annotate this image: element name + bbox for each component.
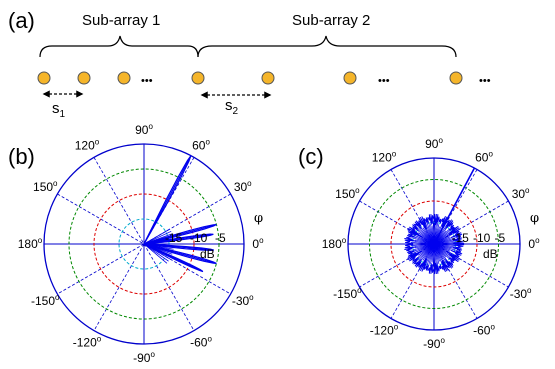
pattern-sidelobe xyxy=(143,243,171,260)
array-element xyxy=(117,71,131,85)
pattern-sidelobe xyxy=(143,243,172,258)
angle-label: 30o xyxy=(512,186,530,201)
pattern-lobe xyxy=(143,233,214,245)
pattern-sidelobe xyxy=(143,235,174,245)
ring-unit-label: dB xyxy=(200,247,215,261)
pattern-sidelobe xyxy=(143,233,173,245)
pattern-sidelobe xyxy=(143,228,171,245)
ring-unit-label: dB xyxy=(483,247,498,261)
polar-plot-b: 90o 60o 30o 0o -30o -60o -90o -120o -150o 180o 150… xyxy=(18,122,264,365)
pattern-lobe xyxy=(143,155,192,245)
ring-label: -10 xyxy=(190,231,208,245)
angle-label: 90o xyxy=(135,122,153,137)
subarray1-brace xyxy=(39,35,199,58)
angle-label: 150o xyxy=(33,179,58,194)
ring-label: -15 xyxy=(452,231,470,245)
angle-label: -120o xyxy=(73,335,102,350)
pattern-sidelobe xyxy=(143,243,174,253)
angle-label: -150o xyxy=(333,286,362,301)
angle-label: 120o xyxy=(372,149,397,164)
array-element xyxy=(191,71,205,85)
pattern-sidelobe xyxy=(143,243,174,248)
angle-label: 180o xyxy=(322,236,347,251)
angle-label: -60o xyxy=(190,335,212,350)
angle-label: 30o xyxy=(234,179,252,194)
polar-ring xyxy=(68,168,220,320)
angle-label: -60o xyxy=(473,323,495,338)
spacing1-label: s1 xyxy=(52,100,66,120)
phi-symbol: φ xyxy=(254,211,263,226)
pattern-sidelobe xyxy=(143,240,174,245)
pattern-sidelobe xyxy=(143,243,173,255)
angle-label: 90o xyxy=(425,136,443,151)
panel-a-label: (a) xyxy=(8,8,35,33)
polar-outer-ring xyxy=(347,157,521,331)
ring-label: -15 xyxy=(165,231,183,245)
ring-label: -5 xyxy=(215,231,226,245)
angle-label: -120o xyxy=(370,323,399,338)
pattern-sidelobe xyxy=(143,243,169,262)
panel-a: (a) Sub-array 1 Sub-array 2 ••• ••• ••• … xyxy=(8,8,491,120)
ring-label: -10 xyxy=(473,231,491,245)
angle-label: -30o xyxy=(232,293,254,308)
ring-label: -5 xyxy=(495,231,506,245)
pattern-sidelobe xyxy=(143,243,168,264)
array-element xyxy=(343,71,357,85)
pattern-sidelobe xyxy=(143,230,172,245)
array-element xyxy=(37,71,51,85)
subarray2-label: Sub-array 2 xyxy=(292,12,370,29)
spacing2-label: s2 xyxy=(225,97,239,117)
array-elements xyxy=(37,71,463,85)
polar-ring xyxy=(93,193,195,295)
angle-label: 60o xyxy=(475,149,493,164)
angle-label: 0o xyxy=(252,236,264,251)
pattern-main-lobe xyxy=(433,167,476,245)
ellipsis-2: ••• xyxy=(378,75,390,87)
polar-outer-ring xyxy=(43,143,245,345)
ellipsis-1: ••• xyxy=(141,75,153,87)
array-element xyxy=(449,71,463,85)
ellipsis-3: ••• xyxy=(479,75,491,87)
pattern-sidelobe xyxy=(143,238,174,245)
pattern-sidelobe xyxy=(143,243,174,250)
angle-label: 60o xyxy=(192,137,210,152)
subarray1-label: Sub-array 1 xyxy=(82,12,160,29)
panel-b-label: (b) xyxy=(8,144,35,169)
angle-label: 120o xyxy=(75,137,100,152)
phi-symbol: φ xyxy=(530,211,539,226)
angle-label: -90o xyxy=(423,336,445,351)
polar-ring xyxy=(369,179,499,309)
pattern-sidelobe xyxy=(410,242,435,245)
panel-c-label: (c) xyxy=(298,144,324,169)
angle-label: 0o xyxy=(528,236,540,251)
angle-label: -30o xyxy=(510,286,532,301)
polar-ring xyxy=(390,200,478,288)
angle-label: 150o xyxy=(335,186,360,201)
angle-label: -90o xyxy=(133,350,155,365)
array-element xyxy=(77,71,91,85)
angle-label: -150o xyxy=(31,293,60,308)
subarray2-brace xyxy=(197,35,457,58)
angle-label: 180o xyxy=(18,236,43,251)
array-element xyxy=(261,71,275,85)
polar-plot-c: 90o 60o 30o 0o -30o -60o -90o -120o -150o 180o 150… xyxy=(322,136,540,351)
